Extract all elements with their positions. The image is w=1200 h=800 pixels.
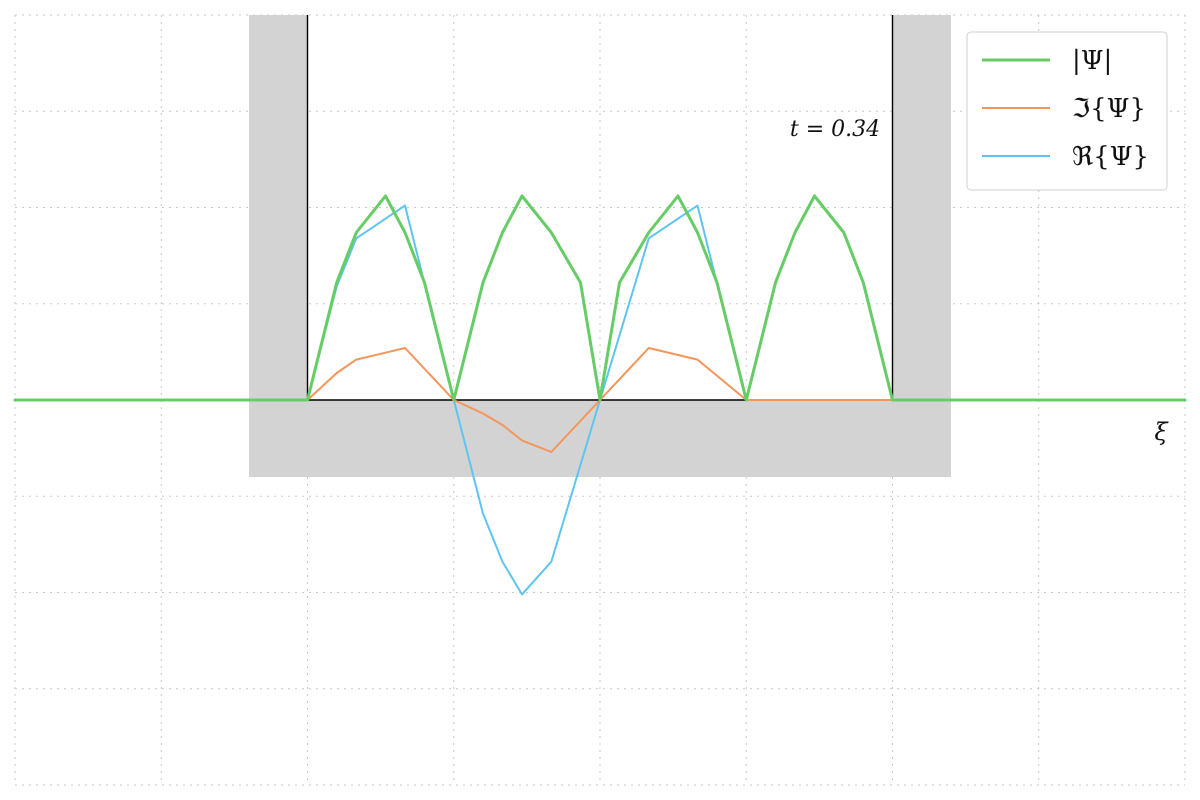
- legend-label: ℜ{Ψ}: [1072, 142, 1149, 172]
- legend-label: ℑ{Ψ}: [1072, 94, 1146, 124]
- legend-label: |Ψ|: [1072, 46, 1112, 76]
- series-line-0: [13, 194, 1187, 402]
- series-layer: [13, 194, 1187, 596]
- floor: [307, 400, 893, 477]
- legend-frame: [966, 31, 1168, 191]
- legend: |Ψ| ℑ{Ψ} ℜ{Ψ}: [966, 31, 1168, 191]
- series-line-1: [306, 347, 894, 453]
- left-wall: [249, 15, 308, 477]
- right-wall: [892, 15, 951, 477]
- x-axis-label: ξ: [1154, 418, 1169, 446]
- time-annotation: t = 0.34: [790, 117, 880, 142]
